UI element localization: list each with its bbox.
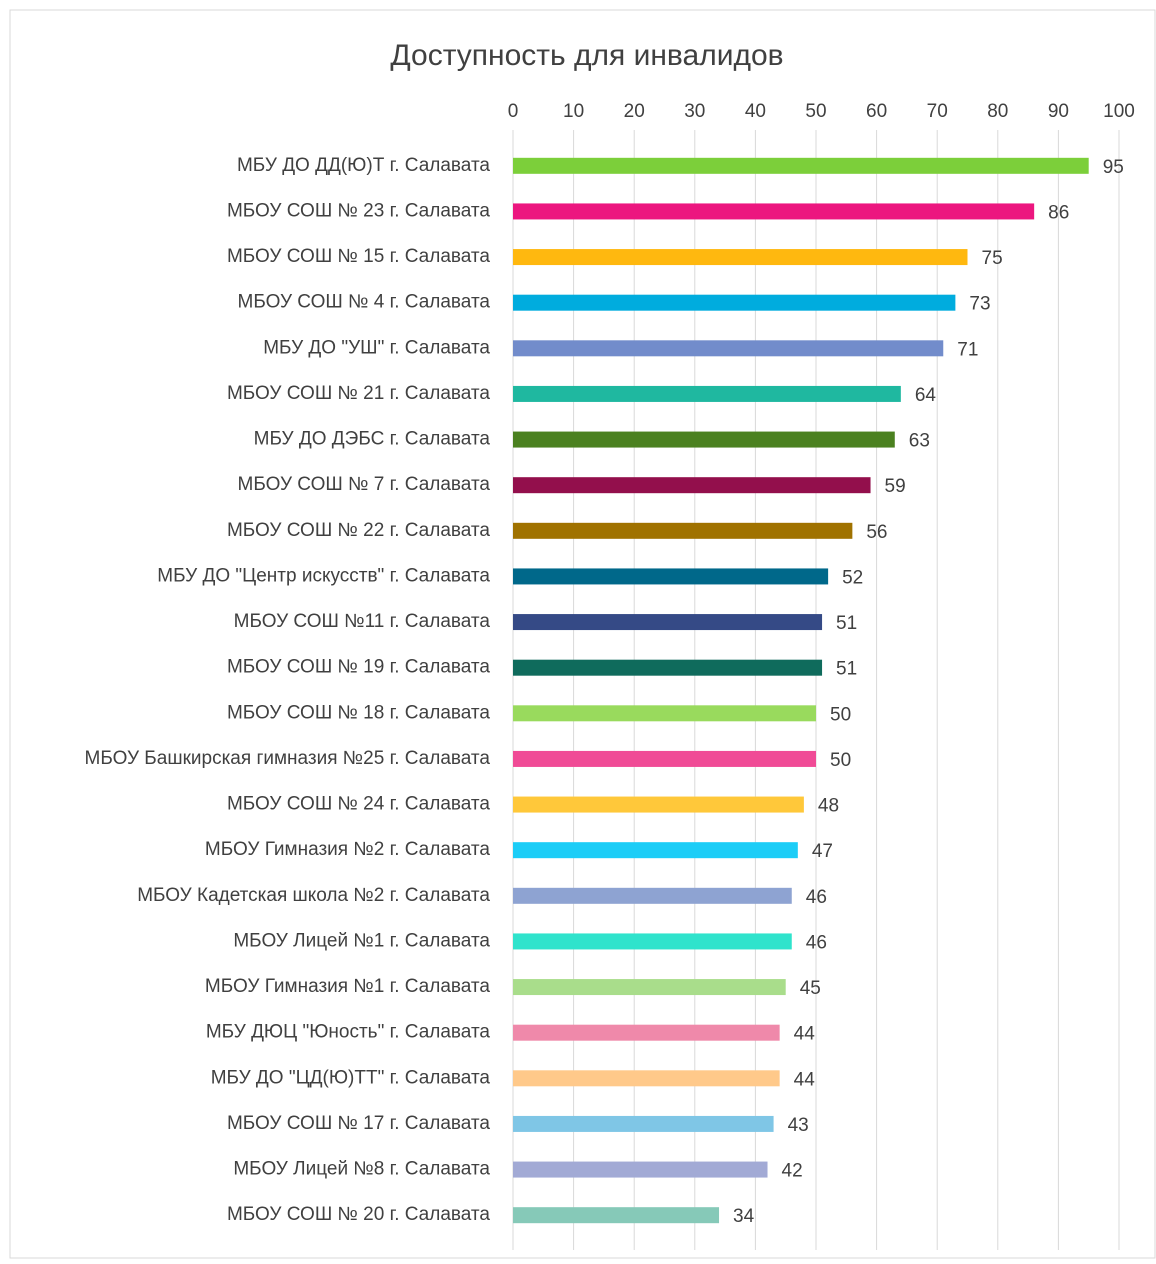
value-label: 45 xyxy=(800,978,821,999)
y-tick-label: МБОУ СОШ № 7 г. Салавата xyxy=(238,474,491,495)
y-tick-label: МБОУ СОШ № 22 г. Салавата xyxy=(227,520,490,541)
value-label: 47 xyxy=(812,841,833,862)
x-tick-label: 0 xyxy=(508,101,519,122)
bar xyxy=(513,933,792,950)
bar xyxy=(513,294,956,311)
bar xyxy=(513,385,901,402)
bar xyxy=(513,249,968,266)
x-tick-label: 50 xyxy=(805,101,826,122)
y-tick-label: МБОУ СОШ № 20 г. Салавата xyxy=(227,1204,490,1225)
value-label: 73 xyxy=(969,294,990,315)
value-label: 71 xyxy=(957,339,978,360)
bar xyxy=(513,568,829,585)
bar xyxy=(513,705,816,722)
y-tick-label: МБУ ДЮЦ "Юность" г. Салавата xyxy=(206,1022,491,1043)
value-label: 52 xyxy=(842,567,863,588)
y-tick-label: МБУ ДО "УШ" г. Салавата xyxy=(263,337,490,358)
bar xyxy=(513,431,895,448)
x-tick-label: 40 xyxy=(745,101,766,122)
y-tick-label: МБОУ СОШ № 17 г. Салавата xyxy=(227,1113,490,1134)
value-label: 46 xyxy=(806,932,827,953)
y-tick-label: МБОУ СОШ № 15 г. Салавата xyxy=(227,246,490,267)
y-tick-label: МБОУ СОШ № 18 г. Салавата xyxy=(227,702,490,723)
value-label: 44 xyxy=(794,1024,816,1045)
bar xyxy=(513,157,1089,174)
y-tick-label: МБОУ СОШ №11 г. Салавата xyxy=(234,611,491,632)
bar xyxy=(513,750,816,767)
chart-title: Доступность для инвалидов xyxy=(390,39,783,72)
y-tick-label: МБОУ Лицей №1 г. Салавата xyxy=(233,930,490,951)
bar xyxy=(513,842,798,859)
value-label: 51 xyxy=(836,613,857,634)
y-tick-label: МБОУ Кадетская школа №2 г. Салавата xyxy=(137,885,490,906)
x-tick-label: 100 xyxy=(1103,101,1135,122)
bar xyxy=(513,1070,780,1087)
bar xyxy=(513,203,1035,220)
x-tick-label: 80 xyxy=(987,101,1008,122)
value-label: 46 xyxy=(806,887,827,908)
value-label: 50 xyxy=(830,750,851,771)
value-label: 95 xyxy=(1103,157,1124,178)
bar xyxy=(513,1207,720,1224)
y-tick-label: МБОУ СОШ № 23 г. Салавата xyxy=(227,200,490,221)
x-tick-label: 60 xyxy=(866,101,887,122)
bar xyxy=(513,979,786,996)
y-tick-label: МБУ ДО "ЦД(Ю)ТТ" г. Салавата xyxy=(211,1067,491,1088)
y-tick-label: МБУ ДО "Центр искусств" г. Салавата xyxy=(157,565,490,586)
value-label: 42 xyxy=(782,1161,803,1182)
y-tick-label: МБОУ Башкирская гимназия №25 г. Салавата xyxy=(85,748,491,769)
bar xyxy=(513,614,823,631)
value-label: 48 xyxy=(818,796,839,817)
bar xyxy=(513,1115,774,1132)
value-label: 59 xyxy=(885,476,906,497)
bar xyxy=(513,477,871,494)
value-label: 43 xyxy=(788,1115,809,1136)
x-tick-label: 10 xyxy=(563,101,584,122)
y-tick-label: МБУ ДО ДД(Ю)Т г. Салавата xyxy=(237,155,490,176)
y-tick-label: МБОУ СОШ № 21 г. Салавата xyxy=(227,383,490,404)
bar xyxy=(513,522,853,539)
y-tick-label: МБОУ СОШ № 4 г. Салавата xyxy=(238,292,491,313)
y-tick-label: МБОУ СОШ № 19 г. Салавата xyxy=(227,657,490,678)
value-label: 51 xyxy=(836,659,857,680)
x-tick-label: 20 xyxy=(624,101,645,122)
value-label: 86 xyxy=(1048,202,1069,223)
y-tick-label: МБУ ДО ДЭБС г. Салавата xyxy=(254,429,491,450)
x-tick-label: 70 xyxy=(927,101,948,122)
bar xyxy=(513,340,944,357)
bar xyxy=(513,796,804,813)
y-tick-label: МБОУ Гимназия №2 г. Салавата xyxy=(205,839,490,860)
bar xyxy=(513,887,792,904)
bar xyxy=(513,1161,768,1178)
value-label: 63 xyxy=(909,431,930,452)
x-tick-label: 30 xyxy=(684,101,705,122)
bar xyxy=(513,1024,780,1041)
y-tick-label: МБОУ СОШ № 24 г. Салавата xyxy=(227,794,490,815)
value-label: 50 xyxy=(830,704,851,725)
value-label: 44 xyxy=(794,1069,816,1090)
x-tick-label: 90 xyxy=(1048,101,1069,122)
value-label: 56 xyxy=(866,522,887,543)
bar xyxy=(513,659,823,676)
value-label: 75 xyxy=(982,248,1003,269)
y-tick-label: МБОУ Лицей №8 г. Салавата xyxy=(233,1159,490,1180)
value-label: 64 xyxy=(915,385,937,406)
y-tick-label: МБОУ Гимназия №1 г. Салавата xyxy=(205,976,490,997)
value-label: 34 xyxy=(733,1206,755,1227)
